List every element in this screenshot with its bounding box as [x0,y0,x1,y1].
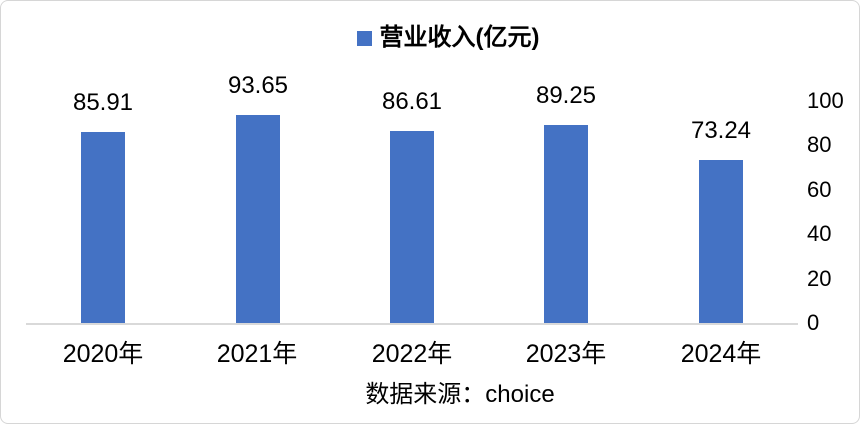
y-axis-tick-label: 60 [807,177,832,202]
y-axis-tick-label: 0 [807,310,820,335]
y-axis-tick-label: 80 [807,132,832,157]
bar-2024年 [699,160,743,323]
y-axis-tick-label: 20 [807,266,832,291]
bar-2022年 [390,131,434,323]
bar-value-label: 86.61 [381,88,443,115]
source-note: 数据来源：choice [365,381,555,408]
bar-value-label: 85.91 [72,89,134,116]
x-axis-label: 2022年 [371,340,453,368]
bar-2023年 [544,125,588,323]
x-axis-label: 2021年 [216,340,298,368]
y-axis-tick-label: 100 [807,88,844,113]
legend: 营业收入(亿元) [19,21,859,55]
bar-value-label: 73.24 [690,117,752,144]
x-axis-line [26,323,798,325]
bar-2020年 [81,132,125,323]
bar-value-label: 89.25 [535,82,597,109]
bar-2021年 [236,115,280,323]
x-axis-label: 2023年 [525,340,607,368]
legend-label: 营业收入(亿元) [379,24,540,51]
x-axis-label: 2024年 [680,340,762,368]
bar-value-label: 93.65 [227,72,289,99]
x-axis-label: 2020年 [62,340,144,368]
legend-marker-icon [356,30,372,46]
y-axis-tick-label: 40 [807,221,832,246]
